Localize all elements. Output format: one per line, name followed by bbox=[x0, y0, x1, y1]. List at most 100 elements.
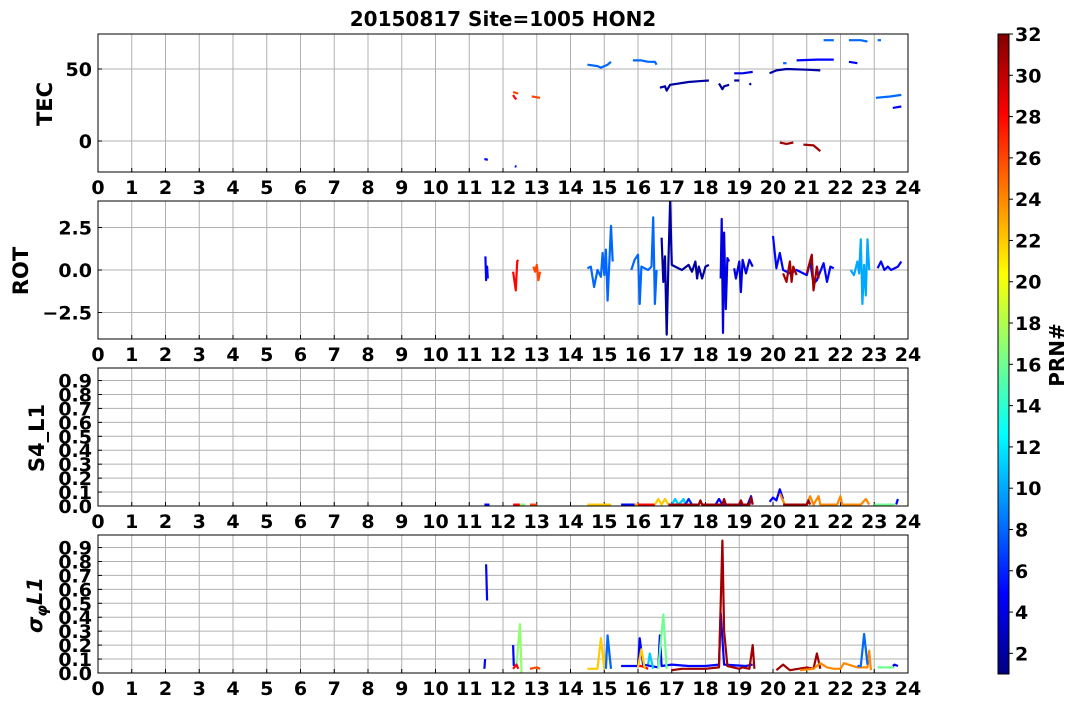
x-tick-label: 17 bbox=[659, 678, 685, 700]
prn-5-line bbox=[892, 663, 899, 668]
x-tick-label: 3 bbox=[193, 177, 206, 199]
prn-31-line bbox=[671, 539, 756, 672]
colorbar-scale bbox=[997, 33, 1010, 675]
prn-22-line bbox=[636, 648, 646, 669]
x-tick-label: 12 bbox=[490, 511, 516, 533]
series-group bbox=[483, 539, 899, 673]
x-tick-label: 17 bbox=[659, 511, 685, 533]
y-tick-label: 0.7 bbox=[58, 565, 92, 587]
x-tick-label: 3 bbox=[193, 344, 206, 366]
prn-5-line bbox=[796, 58, 834, 62]
x-tick-label: 21 bbox=[794, 344, 820, 366]
y-tick-label: 0.0 bbox=[58, 496, 92, 518]
x-tick-label: 9 bbox=[395, 511, 408, 533]
x-tick-label: 11 bbox=[456, 177, 482, 199]
colorbar-tick-label: 22 bbox=[1015, 230, 1041, 252]
x-tick-label: 14 bbox=[557, 511, 583, 533]
prn-28-line bbox=[512, 94, 518, 101]
x-tick-label: 0 bbox=[91, 511, 104, 533]
x-tick-label: 19 bbox=[726, 678, 752, 700]
prn-8-line bbox=[632, 59, 658, 66]
prn-22-line bbox=[653, 497, 670, 506]
ylabel-l1: L1 bbox=[23, 577, 47, 605]
series-group bbox=[484, 39, 902, 168]
plot-frame bbox=[97, 33, 909, 173]
colorbar-tick-label: 2 bbox=[1015, 643, 1028, 665]
ylabel-sigma-phi: σφL1 bbox=[23, 577, 51, 633]
prn-10-line bbox=[849, 238, 871, 306]
x-tick-label: 8 bbox=[361, 177, 374, 199]
ylabel-tec: TEC bbox=[33, 82, 57, 126]
prn-4-line bbox=[719, 217, 731, 334]
x-tick-label: 14 bbox=[557, 678, 583, 700]
x-tick-label: 22 bbox=[827, 678, 853, 700]
x-tick-label: 11 bbox=[456, 344, 482, 366]
colorbar-tick-label: 16 bbox=[1015, 354, 1041, 376]
x-tick-label: 14 bbox=[557, 177, 583, 199]
y-tick-label: 0.6 bbox=[58, 579, 92, 601]
prn-8-line bbox=[875, 93, 902, 99]
panel-4: 0 1 2 3 4 5 6 7 8 9 10 11 12 13 14 15 16 17 18 19 20 21 22 23 24… bbox=[58, 534, 921, 700]
panel-2: 0 1 2 3 4 5 6 7 8 9 10 11 12 13 14 15 16 17 18 19 20 21 22 23 24… bbox=[42, 200, 921, 366]
prn-5-line bbox=[483, 659, 487, 669]
y-tick-label: 0.1 bbox=[58, 482, 92, 504]
prn-26-line bbox=[532, 263, 542, 282]
x-tick-label: 24 bbox=[895, 344, 921, 366]
prn-8-line bbox=[848, 39, 868, 43]
y-tick-label: 0.0 bbox=[58, 260, 92, 282]
ylabel-phi-sub: φ bbox=[33, 605, 51, 617]
x-tick-label: 19 bbox=[726, 177, 752, 199]
x-tick-label: 13 bbox=[524, 511, 550, 533]
y-tick-label: 0.0 bbox=[58, 663, 92, 685]
x-tick-label: 18 bbox=[692, 678, 718, 700]
prn-31-line bbox=[805, 253, 820, 292]
x-tick-label: 15 bbox=[591, 678, 617, 700]
x-tick-label: 22 bbox=[827, 177, 853, 199]
x-tick-label: 21 bbox=[794, 678, 820, 700]
y-tick-label: 50 bbox=[66, 59, 92, 81]
colorbar-tick-label: 20 bbox=[1015, 272, 1041, 294]
ylabel-sigma: σ bbox=[23, 616, 47, 633]
x-tick-label: 5 bbox=[260, 177, 273, 199]
prn-5-line bbox=[485, 564, 489, 601]
colorbar-label: PRN# bbox=[1045, 323, 1069, 387]
x-tick-label: 16 bbox=[625, 344, 651, 366]
x-tick-label: 24 bbox=[895, 511, 921, 533]
prn-2-line bbox=[660, 201, 710, 336]
y-tick-label: 0 bbox=[79, 131, 92, 153]
colorbar-tick-label: 32 bbox=[1015, 24, 1041, 46]
x-tick-label: 22 bbox=[827, 511, 853, 533]
y-tick-label: 0.7 bbox=[58, 398, 92, 420]
x-tick-label: 22 bbox=[827, 344, 853, 366]
colorbar-tick-label: 30 bbox=[1015, 65, 1041, 87]
x-tick-label: 15 bbox=[591, 511, 617, 533]
ylabel-s4: S4_L1 bbox=[25, 404, 49, 472]
x-tick-label: 4 bbox=[226, 678, 239, 700]
x-tick-label: 0 bbox=[91, 344, 104, 366]
y-tick-label: 0.4 bbox=[58, 607, 92, 629]
x-tick-label: 2 bbox=[159, 511, 172, 533]
x-tick-label: 4 bbox=[226, 511, 239, 533]
x-tick-label: 16 bbox=[625, 177, 651, 199]
x-tick-label: 1 bbox=[125, 511, 138, 533]
x-tick-label: 7 bbox=[328, 177, 341, 199]
colorbar-tick-label: 18 bbox=[1015, 313, 1041, 335]
x-tick-label: 18 bbox=[692, 511, 718, 533]
prn-31-line bbox=[775, 652, 822, 672]
x-tick-label: 6 bbox=[294, 511, 307, 533]
prn-31-line bbox=[803, 143, 822, 152]
y-tick-label: 0.5 bbox=[58, 593, 92, 615]
x-tick-label: 20 bbox=[760, 177, 786, 199]
prn-28-line bbox=[512, 663, 520, 670]
y-tick-label: 0.3 bbox=[58, 454, 92, 476]
colorbar-tick-label: 14 bbox=[1015, 396, 1041, 418]
prn-6-line bbox=[684, 497, 693, 506]
series-group bbox=[484, 201, 903, 336]
x-tick-label: 10 bbox=[422, 678, 448, 700]
prn-31-line bbox=[783, 499, 812, 506]
y-tick-label: 0.9 bbox=[58, 538, 92, 560]
x-tick-label: 23 bbox=[861, 511, 887, 533]
prn-26-line bbox=[531, 95, 541, 99]
y-tick-label: −2.5 bbox=[42, 302, 92, 324]
x-tick-label: 1 bbox=[125, 344, 138, 366]
